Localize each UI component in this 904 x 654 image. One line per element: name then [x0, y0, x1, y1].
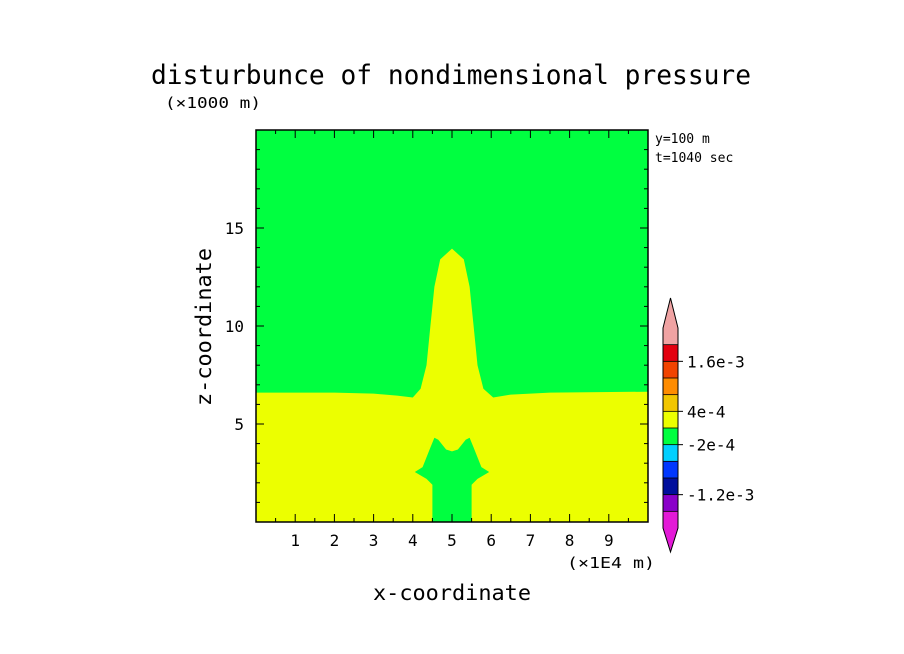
colorbar-swatch [663, 411, 678, 428]
z-unit-label: (×1000 m) [165, 94, 261, 112]
x-tick-label: 3 [369, 531, 379, 550]
x-tick-label: 9 [604, 531, 614, 550]
colorbar-swatch [663, 478, 678, 495]
colorbar-swatch [663, 428, 678, 445]
colorbar-label: 1.6e-3 [687, 352, 745, 371]
x-tick-label: 7 [526, 531, 536, 550]
colorbar-swatch [663, 461, 678, 478]
axes: 1 2 3 4 5 6 7 8 9 5 10 15 [225, 129, 649, 550]
y-tick-label: 15 [225, 219, 244, 238]
colorbar-label: -2e-4 [687, 436, 735, 455]
x-axis-label: x-coordinate [373, 581, 531, 605]
x-tick-label: 2 [330, 531, 340, 550]
info-y: y=100 m [655, 132, 710, 147]
plot-area [256, 130, 648, 522]
x-tick-label: 5 [447, 531, 457, 550]
x-tick-label: 4 [408, 531, 418, 550]
y-tick-label: 10 [225, 317, 244, 336]
colorbar-label: 4e-4 [687, 402, 726, 421]
colorbar-label: -1.2e-3 [687, 486, 754, 505]
colorbar-arrow-top [663, 298, 678, 328]
x-tick-label: 8 [565, 531, 575, 550]
region-lower-layer [256, 248, 648, 522]
colorbar-swatch [663, 494, 678, 512]
colorbar-swatch [663, 361, 678, 378]
region-low-level-core [414, 437, 490, 522]
colorbar-swatch [663, 511, 678, 528]
colorbar: 1.6e-3 4e-4 -2e-4 -1.2e-3 [662, 297, 754, 554]
y-tick-label: 5 [234, 415, 244, 434]
colorbar-arrow-bottom [663, 528, 678, 552]
colorbar-swatch [663, 378, 678, 395]
colorbar-swatch [663, 328, 678, 345]
colorbar-outline [662, 297, 679, 554]
colorbar-swatch [663, 344, 678, 362]
colorbar-swatch [663, 444, 678, 462]
x-tick-label: 6 [486, 531, 496, 550]
y-axis-label: z-coordinate [192, 248, 216, 406]
chart-title: disturbunce of nondimensional pressure [151, 60, 751, 91]
x-unit-label: (×1E4 m) [567, 554, 655, 572]
x-tick-label: 1 [290, 531, 300, 550]
info-t: t=1040 sec [655, 151, 733, 166]
colorbar-swatch [663, 394, 678, 412]
